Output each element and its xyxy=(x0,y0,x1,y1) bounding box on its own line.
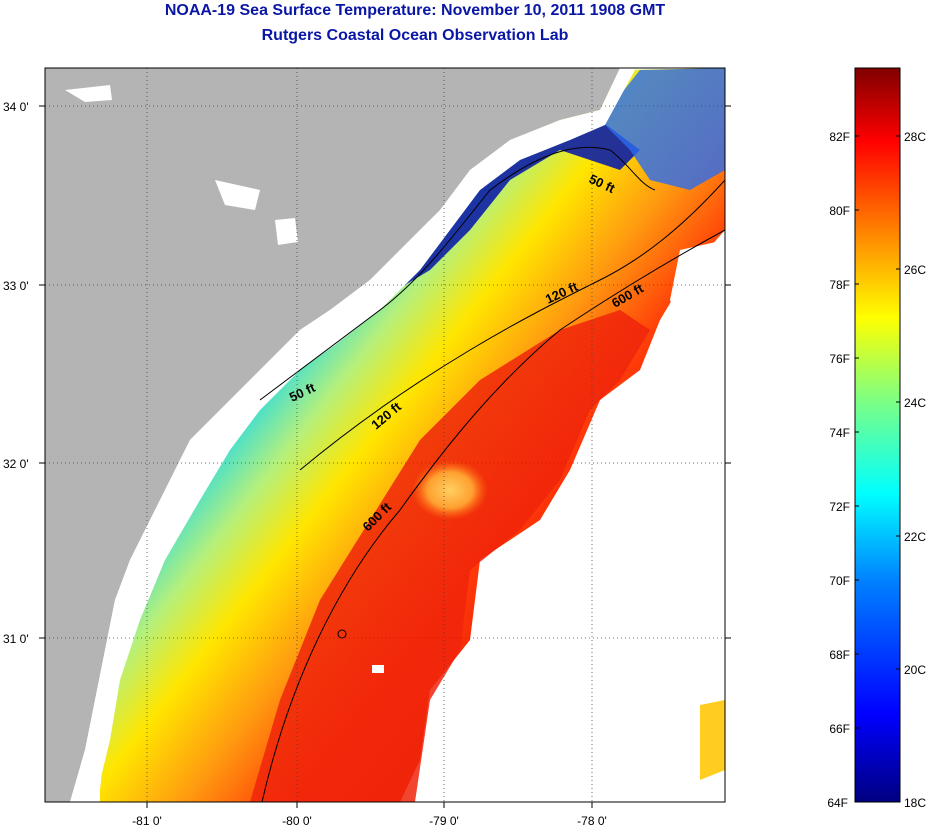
map-title: NOAA-19 Sea Surface Temperature: Novembe… xyxy=(164,2,666,19)
cloud-patch-2 xyxy=(430,380,725,802)
map-ticks xyxy=(39,105,731,808)
colorbar-f-82: 82F xyxy=(829,130,850,144)
land-mass xyxy=(45,68,620,802)
colorbar-f-80: 80F xyxy=(829,204,850,218)
lat-label-32: 32 0' xyxy=(3,457,29,471)
inland-water-1 xyxy=(65,85,112,102)
inland-water-2 xyxy=(215,180,260,210)
colorbar xyxy=(854,67,901,803)
contour-50ft xyxy=(259,146,656,401)
contour-600ft xyxy=(261,229,725,802)
colorbar-f-70: 70F xyxy=(829,574,850,588)
map-subtitle: Rutgers Coastal Ocean Observation Lab xyxy=(261,27,569,44)
inland-water-3 xyxy=(275,218,298,245)
lat-label-31: 31 0' xyxy=(3,632,29,646)
colorbar-c-28: 28C xyxy=(904,130,926,144)
northeast-cool-water xyxy=(600,68,725,190)
graticule xyxy=(45,68,725,802)
colorbar-f-68: 68F xyxy=(829,648,850,662)
lon-label-80: -80 0' xyxy=(282,814,312,828)
lat-label-34: 34 0' xyxy=(3,100,29,114)
cloud-patch-1 xyxy=(670,240,725,360)
colorbar-c-18: 18C xyxy=(904,796,926,810)
sst-ocean-field xyxy=(100,68,725,802)
colorbar-f-64: 64F xyxy=(827,796,848,810)
contour-120ft xyxy=(299,179,725,471)
colorbar-c-20: 20C xyxy=(904,663,926,677)
colorbar-f-74: 74F xyxy=(829,426,850,440)
warm-patch-se xyxy=(700,700,725,780)
lon-label-78: -78 0' xyxy=(577,814,607,828)
cloud-speck xyxy=(372,665,384,673)
gulf-stream-warm-core xyxy=(250,310,650,802)
map-frame xyxy=(44,67,726,803)
colorbar-c-24: 24C xyxy=(904,396,926,410)
lon-label-81: -81 0' xyxy=(132,814,162,828)
warm-eddy xyxy=(412,460,488,520)
colorbar-f-66: 66F xyxy=(829,722,850,736)
colorbar-ticks xyxy=(855,135,900,729)
colorbar-f-76: 76F xyxy=(829,352,850,366)
colorbar-c-26: 26C xyxy=(904,263,926,277)
lat-label-33: 33 0' xyxy=(3,279,29,293)
colorbar-f-72: 72F xyxy=(829,500,850,514)
colorbar-c-22: 22C xyxy=(904,530,926,544)
lon-label-79: -79 0' xyxy=(429,814,459,828)
map-area: 50 ft 50 ft 120 ft 120 ft 600 ft 600 ft xyxy=(45,68,725,802)
colorbar-f-78: 78F xyxy=(829,278,850,292)
